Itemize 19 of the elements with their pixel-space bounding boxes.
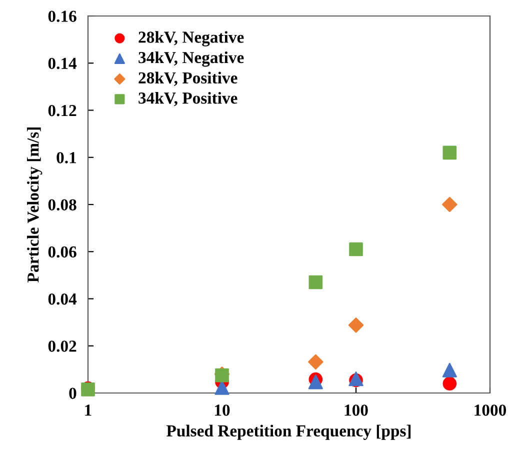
legend-label: 28kV, Positive — [138, 72, 238, 86]
x-tick-label: 1000 — [474, 404, 506, 416]
y-tick-label: 0.08 — [48, 199, 76, 211]
x-axis-title: Pulsed Repetition Frequency [pps] — [166, 424, 411, 440]
y-tick-label: 0 — [69, 388, 76, 399]
legend-label: 34kV, Positive — [138, 92, 238, 106]
y-tick-label: 0.06 — [48, 246, 76, 258]
legend-label: 34kV, Negative — [138, 51, 244, 67]
y-tick-label: 0.1 — [56, 152, 76, 164]
legend-label: 28kV, Negative — [138, 31, 244, 46]
y-tick-label: 0.12 — [48, 104, 76, 116]
x-tick-label: 1 — [85, 404, 92, 416]
x-tick-label: 100 — [344, 404, 368, 416]
y-tick-label: 0.16 — [48, 10, 76, 22]
x-tick-label: 10 — [215, 404, 230, 416]
y-tick-label: 0.02 — [48, 340, 76, 352]
y-tick-label: 0.14 — [48, 58, 77, 70]
y-tick-label: 0.04 — [48, 293, 77, 305]
y-axis-title: Particle Velocity [m/s] — [27, 128, 42, 282]
